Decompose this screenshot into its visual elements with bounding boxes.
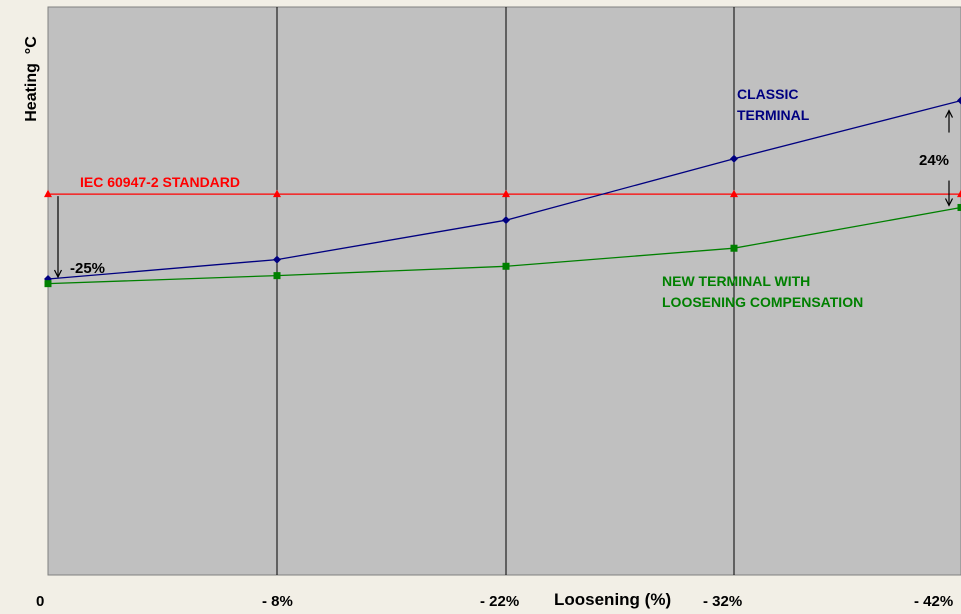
annotation-24: 24% [919,152,949,169]
x-tick-label: - 22% [480,593,519,609]
new-series-label-line-2: LOOSENING COMPENSATION [662,294,863,310]
series-1-marker-1 [274,272,281,279]
x-tick-label: - 32% [703,593,742,609]
standard-series-label: IEC 60947-2 STANDARD [80,174,240,190]
series-1-marker-2 [503,263,510,270]
classic-series-label-line-2: TERMINAL [737,107,810,123]
x-tick-labels: 0 - 8% - 22% - 32% - 42% [36,593,953,609]
new-series-label-line-1: NEW TERMINAL WITH [662,273,810,289]
classic-series-label-line-1: CLASSIC [737,86,798,102]
x-tick-label: - 42% [914,593,953,609]
annotation-minus-25: -25% [70,260,105,277]
x-tick-label: - 8% [262,593,293,609]
x-tick-label: 0 [36,593,44,609]
y-axis-label: Heating °C [23,36,40,122]
series-1-marker-4 [958,204,961,211]
series-1-marker-0 [45,280,52,287]
series-1-marker-3 [731,245,738,252]
x-axis-label: Loosening (%) [554,590,671,609]
plot-area [48,7,961,575]
